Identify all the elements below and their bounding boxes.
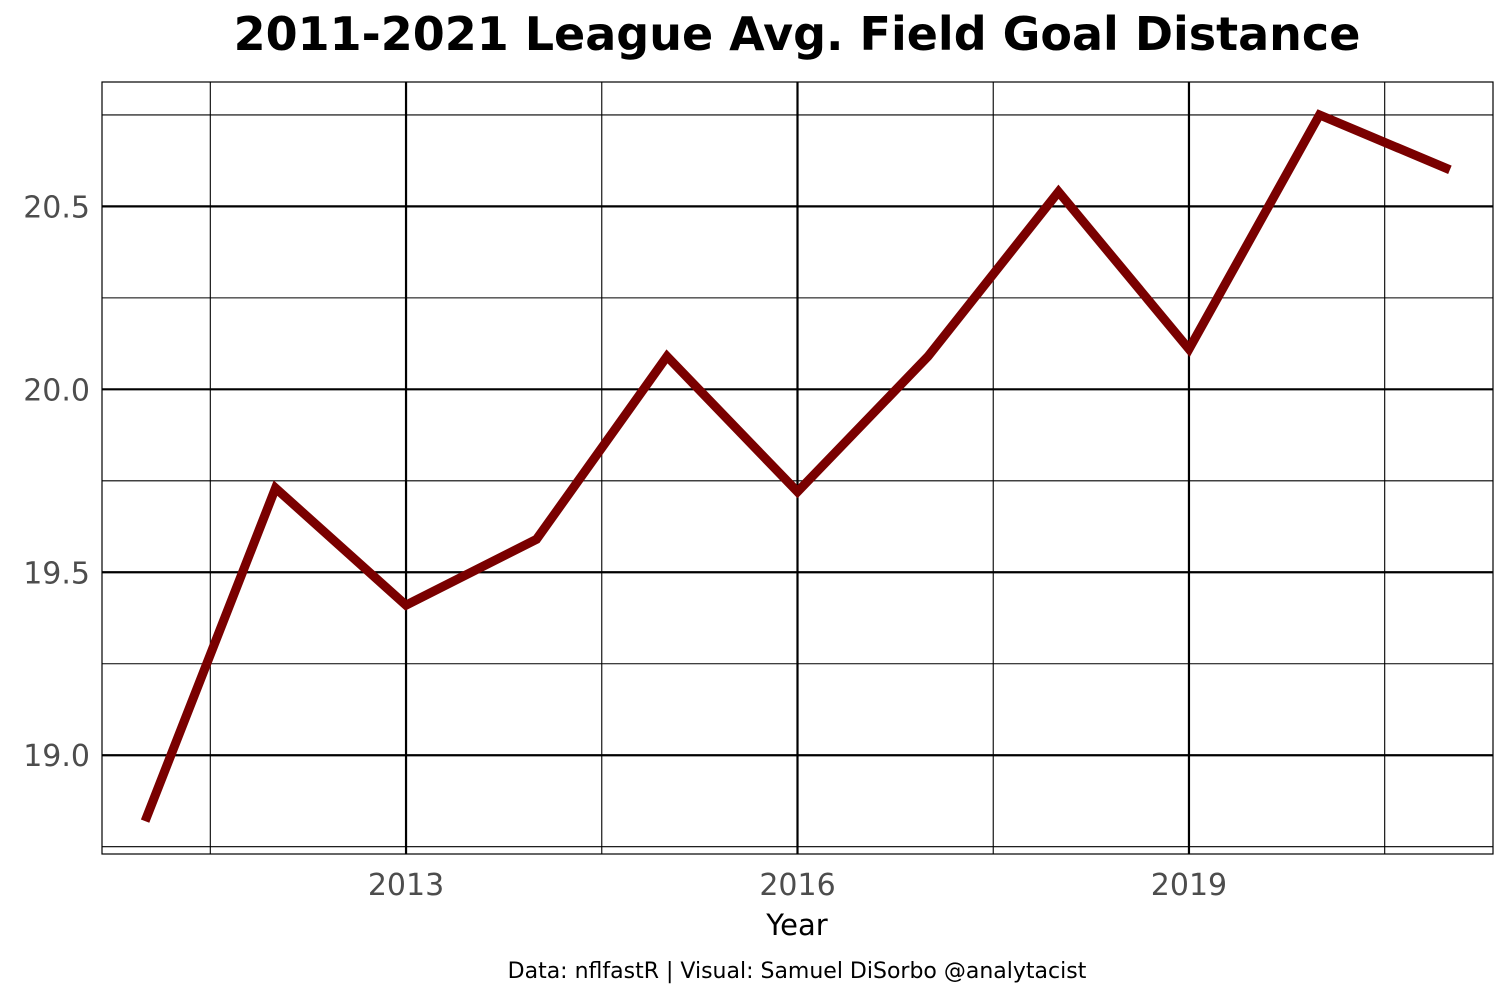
chart-caption: Data: nflfastR | Visual: Samuel DiSorbo …	[508, 959, 1087, 984]
x-axis-tick-labels: 2013 2016 2019	[368, 868, 1227, 903]
y-tick-label: 20.5	[23, 190, 90, 225]
plot-panel-border	[101, 81, 1494, 855]
x-tick-label: 2019	[1151, 868, 1227, 903]
y-tick-label: 20.0	[23, 373, 90, 408]
y-axis-tick-labels: 19.0 19.5 20.0 20.5	[23, 190, 90, 774]
x-tick-label: 2013	[368, 868, 444, 903]
x-axis-title: Year	[765, 908, 827, 942]
major-gridlines	[102, 82, 1493, 854]
series-line	[140, 109, 1452, 823]
series-layer	[140, 109, 1452, 823]
chart-title: 2011-2021 League Avg. Field Goal Distanc…	[234, 7, 1361, 61]
y-tick-label: 19.0	[23, 739, 90, 774]
x-tick-label: 2016	[759, 868, 835, 903]
y-tick-label: 19.5	[23, 556, 90, 591]
